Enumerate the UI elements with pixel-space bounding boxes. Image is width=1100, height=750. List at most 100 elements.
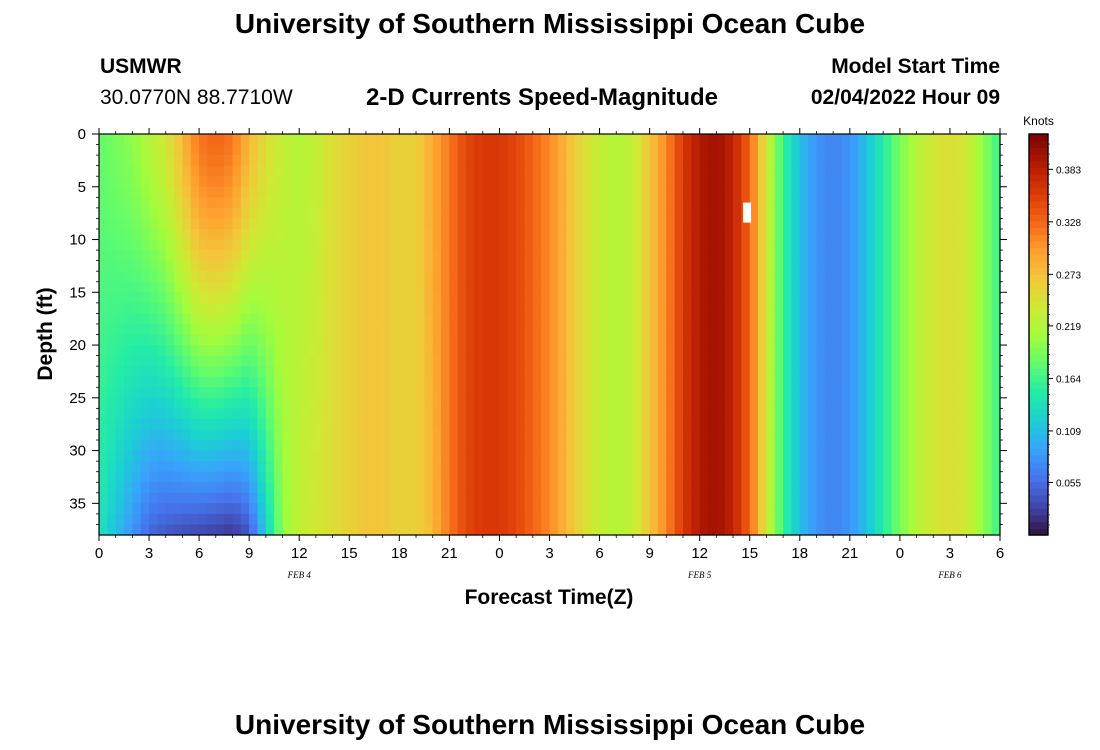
heatmap-cell	[374, 418, 384, 431]
heatmap-cell	[974, 228, 984, 241]
heatmap-cell	[407, 218, 417, 230]
heatmap-cell	[290, 218, 300, 230]
heatmap-cell	[566, 355, 576, 367]
heatmap-cell	[132, 302, 142, 314]
heatmap-cell	[274, 366, 284, 378]
heatmap-cell	[557, 408, 567, 420]
heatmap-cell	[499, 155, 509, 167]
heatmap-cell	[124, 513, 133, 526]
heatmap-cell	[758, 228, 767, 241]
heatmap-cell	[407, 503, 417, 515]
heatmap-cell	[282, 176, 292, 188]
heatmap-cell	[741, 440, 751, 452]
heatmap-cell	[908, 503, 918, 515]
heatmap-cell	[532, 271, 542, 283]
heatmap-cell	[699, 281, 709, 293]
heatmap-cell	[716, 144, 726, 156]
heatmap-cell	[340, 313, 350, 325]
heatmap-cell	[616, 134, 626, 146]
heatmap-cell	[474, 418, 484, 431]
heatmap-cell	[399, 418, 409, 431]
heatmap-cell	[983, 355, 993, 367]
heatmap-cell	[899, 376, 909, 388]
heatmap-cell	[399, 186, 409, 198]
heatmap-cell	[307, 366, 317, 378]
heatmap-cell	[140, 376, 150, 388]
heatmap-cell	[491, 418, 501, 431]
heatmap-cell	[799, 323, 809, 336]
heatmap-cell	[457, 492, 467, 504]
heatmap-cell	[132, 281, 142, 293]
heatmap-cell	[466, 134, 476, 146]
heatmap-cell	[516, 218, 526, 230]
heatmap-cell	[441, 461, 450, 473]
heatmap-cell	[499, 176, 509, 188]
model-start-value: 02/04/2022 Hour 09	[810, 86, 1000, 109]
heatmap-cell	[524, 471, 534, 483]
heatmap-cell	[190, 513, 200, 526]
heatmap-cell	[240, 387, 250, 399]
heatmap-cell	[265, 513, 275, 526]
heatmap-cell	[582, 524, 592, 536]
heatmap-cell	[841, 228, 851, 241]
heatmap-cell	[933, 376, 943, 388]
heatmap-cell	[115, 376, 125, 388]
heatmap-cell	[974, 461, 984, 473]
heatmap-cell	[708, 471, 717, 483]
heatmap-cell	[249, 366, 259, 378]
heatmap-cell	[199, 302, 209, 314]
heatmap-cell	[457, 271, 467, 283]
heatmap-cell	[115, 387, 125, 399]
heatmap-cell	[357, 355, 367, 367]
heatmap-cell	[249, 260, 259, 272]
heatmap-cell	[949, 513, 959, 526]
heatmap-cell	[315, 408, 325, 420]
heatmap-cell	[582, 239, 592, 251]
heatmap-cell	[441, 450, 450, 462]
heatmap-cell	[499, 281, 509, 293]
heatmap-cell	[574, 366, 584, 378]
heatmap-cell	[274, 260, 284, 272]
heatmap-cell	[791, 302, 801, 314]
heatmap-cell	[140, 292, 150, 304]
heatmap-cell	[282, 345, 292, 357]
heatmap-cell	[574, 450, 584, 462]
heatmap-cell	[624, 292, 634, 304]
heatmap-cell	[974, 323, 984, 336]
heatmap-cell	[774, 397, 784, 409]
heatmap-cell	[299, 155, 309, 167]
heatmap-cell	[249, 134, 259, 146]
heatmap-cell	[616, 429, 626, 441]
heatmap-cell	[332, 323, 342, 336]
heatmap-cell	[482, 313, 492, 325]
heatmap-cell	[274, 239, 284, 251]
heatmap-cell	[165, 186, 175, 198]
heatmap-cell	[115, 334, 125, 346]
heatmap-cell	[766, 418, 776, 431]
heatmap-cell	[724, 228, 734, 241]
heatmap-cell	[841, 513, 851, 526]
heatmap-cell	[933, 197, 943, 209]
heatmap-cell	[874, 144, 884, 156]
heatmap-cell	[224, 323, 234, 336]
heatmap-cell	[424, 524, 434, 536]
heatmap-cell	[374, 387, 384, 399]
heatmap-cell	[607, 397, 617, 409]
heatmap-cell	[574, 239, 584, 251]
heatmap-cell	[140, 239, 150, 251]
heatmap-cell	[340, 292, 350, 304]
heatmap-cell	[374, 355, 384, 367]
heatmap-cell	[474, 144, 484, 156]
heatmap-cell	[516, 250, 526, 262]
heatmap-cell	[349, 260, 359, 272]
heatmap-cell	[874, 387, 884, 399]
heatmap-cell	[165, 313, 175, 325]
heatmap-cell	[624, 345, 634, 357]
heatmap-cell	[257, 313, 267, 325]
heatmap-cell	[407, 345, 417, 357]
heatmap-cell	[416, 218, 425, 230]
heatmap-cell	[282, 492, 292, 504]
heatmap-cell	[207, 503, 217, 515]
heatmap-cell	[257, 366, 267, 378]
heatmap-cell	[507, 492, 517, 504]
